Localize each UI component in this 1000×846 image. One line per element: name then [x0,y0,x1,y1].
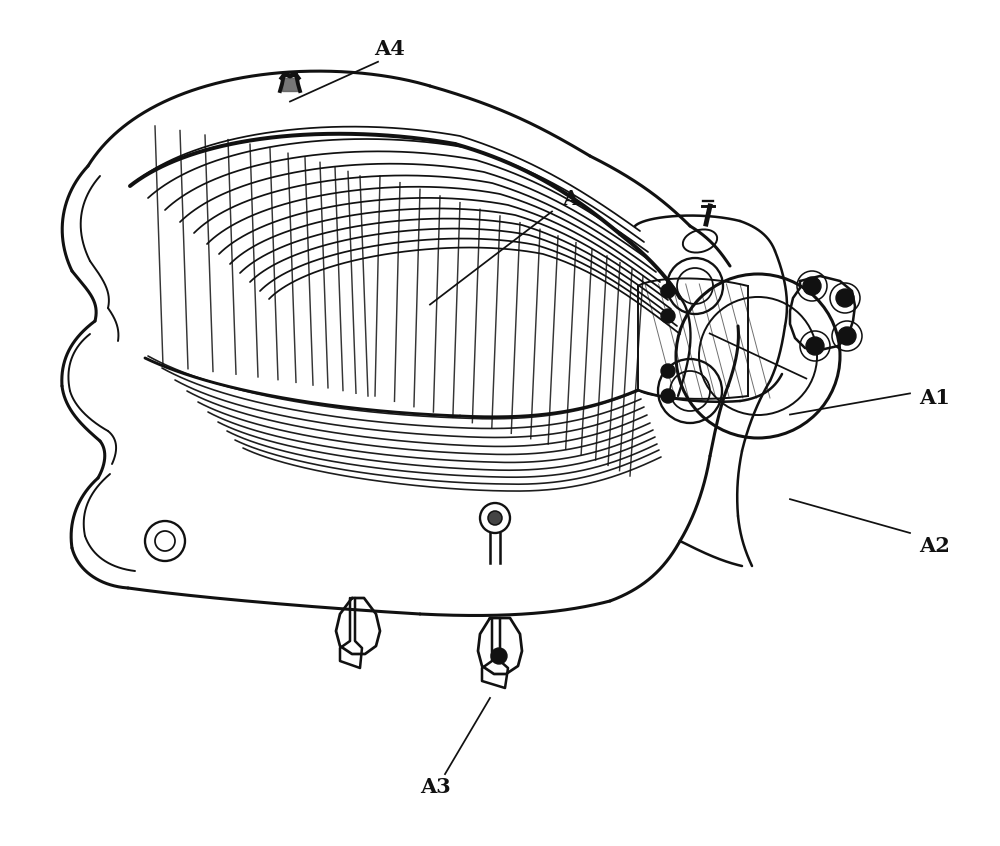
Text: A3: A3 [420,777,450,797]
Circle shape [488,511,502,525]
Circle shape [661,389,675,403]
Polygon shape [282,78,298,91]
Circle shape [806,337,824,355]
Circle shape [661,364,675,378]
Text: A4: A4 [375,39,405,59]
Text: A1: A1 [920,387,950,408]
Text: A2: A2 [920,536,950,556]
Circle shape [491,648,507,664]
Circle shape [803,277,821,295]
Circle shape [661,309,675,323]
Text: A: A [562,189,578,209]
Circle shape [838,327,856,345]
Circle shape [836,289,854,307]
Circle shape [661,284,675,298]
